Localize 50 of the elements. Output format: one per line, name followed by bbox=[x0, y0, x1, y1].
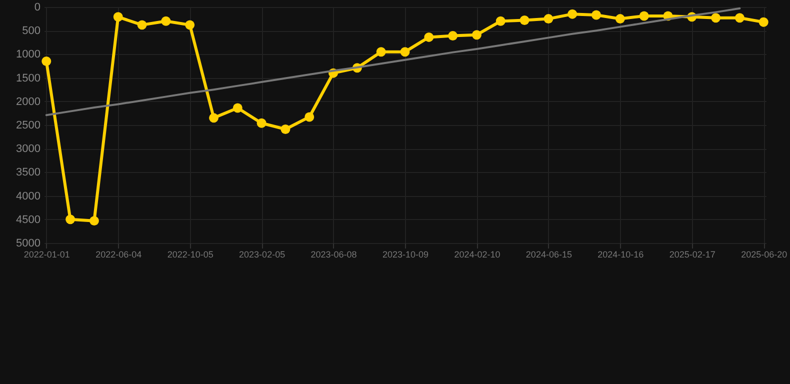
point bbox=[711, 13, 721, 23]
y-tick-label: 1500 bbox=[16, 72, 40, 84]
x-tick-label: 2023-06-08 bbox=[310, 250, 357, 260]
point bbox=[734, 13, 744, 23]
point bbox=[161, 16, 171, 26]
y-tick-label: 1000 bbox=[16, 48, 40, 61]
point bbox=[520, 15, 530, 25]
point bbox=[448, 31, 458, 41]
x-tick-label: 2023-02-05 bbox=[239, 250, 286, 260]
point bbox=[424, 32, 434, 42]
y-tick-label: 4500 bbox=[16, 214, 40, 226]
point bbox=[232, 103, 242, 113]
point bbox=[209, 113, 218, 123]
point bbox=[472, 30, 482, 40]
x-tick-label: 2025-02-17 bbox=[669, 250, 716, 260]
point bbox=[113, 12, 123, 22]
x-tick-label: 2024-02-10 bbox=[454, 250, 500, 260]
point bbox=[758, 17, 768, 27]
x-tick-label: 2024-06-15 bbox=[526, 250, 572, 260]
point bbox=[304, 112, 314, 122]
point bbox=[137, 20, 147, 30]
point bbox=[376, 47, 386, 57]
x-tick-label: 2025-06-20 bbox=[741, 250, 788, 260]
point bbox=[592, 10, 601, 20]
point bbox=[615, 14, 625, 24]
y-tick-label: 5000 bbox=[16, 238, 40, 250]
y-tick-label: 0 bbox=[34, 2, 40, 14]
point bbox=[568, 9, 578, 19]
x-tick-label: 2022-01-01 bbox=[24, 250, 70, 260]
x-tick-label: 2024-10-16 bbox=[598, 250, 644, 260]
y-tick-label: 2500 bbox=[16, 120, 40, 132]
point bbox=[185, 20, 195, 30]
y-tick-label: 4000 bbox=[16, 190, 40, 202]
point bbox=[42, 56, 52, 66]
x-tick-label: 2022-10-05 bbox=[167, 250, 214, 260]
point bbox=[639, 11, 649, 21]
point bbox=[66, 214, 76, 224]
x-tick-label: 2022-06-04 bbox=[96, 250, 142, 260]
point bbox=[496, 16, 506, 26]
point bbox=[400, 47, 410, 57]
point bbox=[544, 14, 554, 24]
y-tick-label: 2000 bbox=[16, 96, 40, 108]
point bbox=[280, 124, 290, 134]
point bbox=[89, 216, 99, 226]
y-tick-label: 500 bbox=[22, 25, 40, 38]
y-tick-label: 3500 bbox=[16, 166, 40, 179]
y-tick-label: 3000 bbox=[16, 143, 40, 156]
point bbox=[256, 118, 266, 128]
line-series bbox=[45, 7, 741, 116]
x-tick-label: 2023-10-09 bbox=[382, 250, 429, 260]
